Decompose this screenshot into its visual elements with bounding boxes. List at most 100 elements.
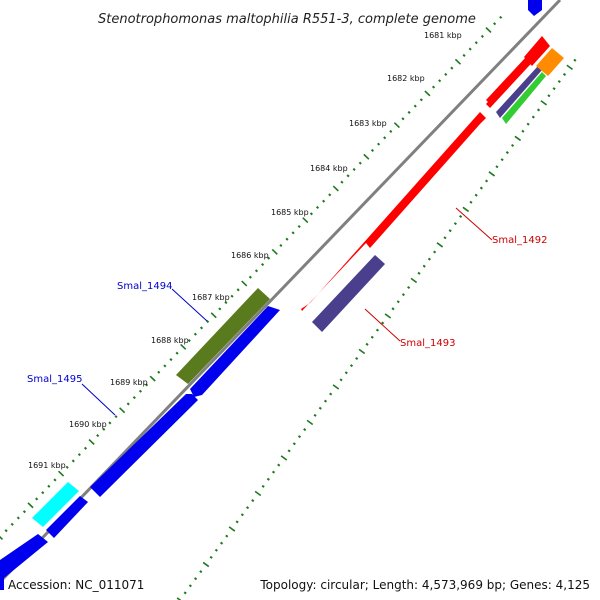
- gene-smal-1492-forward[interactable]: [301, 112, 486, 311]
- tick-label: 1687 kbp: [192, 293, 230, 302]
- minor-tick-mark: [11, 523, 13, 525]
- minor-tick-mark: [353, 169, 355, 171]
- minor-tick-mark: [133, 397, 135, 399]
- major-tick-mark: [425, 91, 430, 96]
- gene-label-smal-1492[interactable]: Smal_1492: [492, 235, 547, 246]
- outer-tick-track: [0, 17, 502, 540]
- minor-tick-mark: [256, 270, 258, 272]
- major-tick-mark: [272, 249, 277, 254]
- major-tick-mark: [567, 65, 573, 69]
- minor-tick-mark: [553, 88, 555, 89]
- minor-tick-mark: [164, 365, 166, 367]
- gene-blue-middle[interactable]: [90, 394, 198, 497]
- minor-tick-mark: [5, 530, 7, 532]
- minor-tick-mark: [428, 258, 430, 259]
- gene-smal-1493-slate[interactable]: [312, 255, 385, 332]
- major-tick-mark: [150, 376, 155, 381]
- major-tick-mark: [89, 440, 94, 445]
- minor-tick-mark: [158, 371, 160, 373]
- minor-tick-mark: [548, 95, 550, 96]
- minor-tick-mark: [433, 86, 435, 88]
- minor-tick-mark: [351, 365, 353, 366]
- minor-tick-mark: [564, 74, 566, 75]
- tick-label: 1683 kbp: [349, 119, 387, 128]
- minor-tick-mark: [494, 23, 496, 25]
- minor-tick-mark: [420, 99, 422, 101]
- minor-tick-mark: [482, 36, 484, 38]
- minor-tick-mark: [345, 372, 347, 373]
- minor-tick-mark: [402, 294, 404, 295]
- genome-backbone: [0, 0, 560, 584]
- minor-tick-mark: [115, 416, 117, 418]
- minor-tick-mark: [210, 557, 212, 558]
- minor-tick-mark: [252, 500, 254, 501]
- minor-tick-mark: [444, 237, 446, 238]
- tick-label: 1690 kbp: [69, 420, 107, 429]
- minor-tick-mark: [329, 194, 331, 196]
- tick-label: 1681 kbp: [424, 31, 462, 40]
- major-tick-mark: [229, 527, 235, 531]
- minor-tick-mark: [262, 264, 264, 266]
- minor-tick-mark: [280, 245, 282, 247]
- minor-tick-mark: [434, 251, 436, 252]
- minor-tick-mark: [418, 273, 420, 274]
- topology-summary: Topology: circular; Length: 4,573,969 bp…: [260, 578, 590, 592]
- minor-tick-mark: [299, 436, 301, 437]
- minor-tick-mark: [195, 578, 197, 579]
- gene-label-smal-1495[interactable]: Smal_1495: [27, 374, 82, 385]
- gene-blue-bottom[interactable]: [0, 534, 48, 578]
- minor-tick-mark: [527, 123, 529, 124]
- minor-tick-mark: [201, 327, 203, 329]
- minor-tick-mark: [475, 42, 477, 44]
- minor-tick-mark: [423, 265, 425, 266]
- minor-tick-mark: [273, 471, 275, 472]
- minor-tick-mark: [512, 145, 514, 146]
- major-tick-mark: [385, 314, 391, 318]
- minor-tick-mark: [486, 180, 488, 181]
- tick-label: 1691 kbp: [28, 461, 66, 470]
- minor-tick-mark: [323, 200, 325, 202]
- minor-tick-mark: [532, 116, 534, 117]
- minor-tick-mark: [317, 207, 319, 209]
- minor-tick-mark: [237, 289, 239, 291]
- minor-tick-mark: [359, 162, 361, 164]
- minor-tick-mark: [463, 55, 465, 57]
- minor-tick-mark: [215, 550, 217, 551]
- major-tick-mark: [28, 503, 33, 508]
- minor-tick-mark: [304, 429, 306, 430]
- minor-tick-mark: [54, 479, 56, 481]
- major-tick-mark: [411, 278, 417, 282]
- gene-blue-top-right[interactable]: [528, 0, 542, 16]
- minor-tick-mark: [231, 295, 233, 297]
- minor-tick-mark: [480, 187, 482, 188]
- minor-tick-mark: [79, 454, 81, 456]
- minor-tick-mark: [538, 109, 540, 110]
- minor-tick-mark: [72, 460, 74, 462]
- tick-label: 1685 kbp: [271, 208, 309, 217]
- minor-tick-mark: [24, 511, 26, 513]
- minor-tick-mark: [319, 408, 321, 409]
- minor-tick-mark: [221, 542, 223, 543]
- major-tick-mark: [181, 344, 186, 349]
- gene-blue-edge[interactable]: [0, 570, 4, 590]
- minor-tick-mark: [36, 498, 38, 500]
- minor-tick-mark: [267, 479, 269, 480]
- minor-tick-mark: [42, 492, 44, 494]
- minor-tick-mark: [366, 344, 368, 345]
- minor-tick-mark: [558, 81, 560, 82]
- gene-label-smal-1493[interactable]: Smal_1493: [400, 338, 455, 349]
- minor-tick-mark: [397, 301, 399, 302]
- tick-label: 1688 kbp: [151, 336, 189, 345]
- gene-label-smal-1494[interactable]: Smal_1494: [117, 281, 172, 292]
- minor-tick-mark: [236, 521, 238, 522]
- minor-tick-mark: [293, 443, 295, 444]
- tick-label: 1684 kbp: [310, 164, 348, 173]
- minor-tick-mark: [17, 517, 19, 519]
- minor-tick-mark: [414, 105, 416, 107]
- minor-tick-mark: [311, 213, 313, 215]
- minor-tick-mark: [298, 226, 300, 228]
- minor-tick-mark: [390, 131, 392, 133]
- major-tick-mark: [59, 471, 64, 476]
- major-tick-mark: [437, 243, 443, 247]
- minor-tick-mark: [330, 393, 332, 394]
